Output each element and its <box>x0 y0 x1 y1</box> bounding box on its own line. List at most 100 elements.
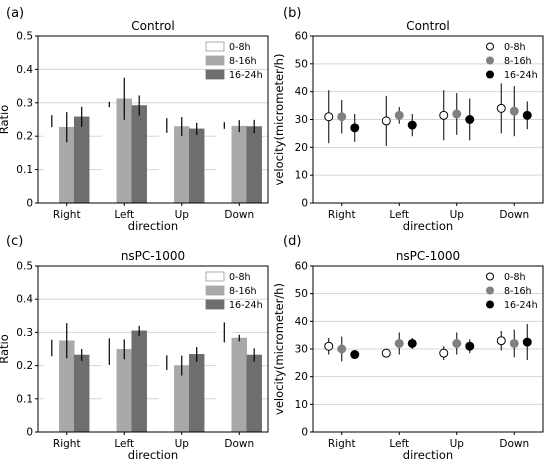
panel-label: (c) <box>6 234 23 249</box>
x-tick-label: Left <box>389 209 409 221</box>
data-point <box>522 337 532 347</box>
panel-label: (b) <box>283 6 301 21</box>
legend-marker <box>486 300 494 309</box>
y-tick-label: 0 <box>26 427 33 439</box>
data-point <box>439 348 449 358</box>
bar <box>73 116 90 204</box>
legend-label: 16-24h <box>229 70 263 81</box>
data-point <box>394 110 404 120</box>
y-tick-label: 0.5 <box>16 261 33 273</box>
data-point <box>509 106 519 116</box>
legend-marker <box>486 286 494 295</box>
data-point <box>439 110 449 120</box>
y-tick-label: 50 <box>295 288 308 300</box>
bar <box>174 126 190 204</box>
x-axis-label: direction <box>403 448 453 462</box>
chart-title: Control <box>131 19 174 33</box>
data-point <box>394 338 404 348</box>
bar <box>73 354 90 433</box>
data-point <box>452 338 462 348</box>
bar <box>246 126 262 204</box>
bar <box>188 354 205 433</box>
legend-label: 0-8h <box>229 42 251 53</box>
legend-label: 16-24h <box>504 300 538 311</box>
data-point <box>381 116 391 126</box>
legend-label: 8-16h <box>504 286 532 297</box>
bar <box>216 332 233 433</box>
x-tick-label: Down <box>499 438 529 450</box>
y-axis-label: Ratio <box>0 105 11 135</box>
bar <box>44 120 60 204</box>
x-tick-label: Left <box>114 438 134 450</box>
y-axis-label: Ratio <box>0 334 11 364</box>
y-tick-label: 0.3 <box>16 97 33 109</box>
panel-label: (d) <box>283 234 301 249</box>
panel-c: 0 0.1 0.2 0.3 0.4 0.5 Right Left Up Down 0-8h 8-16h… <box>0 234 269 462</box>
bar <box>159 362 175 433</box>
bar <box>246 354 262 433</box>
y-tick-label: 40 <box>295 86 308 98</box>
y-tick-label: 0.4 <box>16 294 33 306</box>
x-axis-label: direction <box>128 219 178 233</box>
y-tick-label: 30 <box>295 344 308 356</box>
y-tick-label: 0.2 <box>16 360 33 372</box>
plot-frame <box>37 265 269 433</box>
legend-swatch <box>205 55 225 66</box>
legend-label: 0-8h <box>504 272 526 283</box>
data-point <box>407 120 417 130</box>
x-tick-label: Right <box>53 438 81 450</box>
bar <box>231 337 247 433</box>
data-point <box>324 112 334 122</box>
x-tick-label: Down <box>224 209 254 221</box>
bar <box>101 104 118 204</box>
chart-title: nsPC-1000 <box>396 249 460 263</box>
x-tick-label: Left <box>114 209 134 221</box>
y-tick-label: 0 <box>301 427 308 439</box>
x-tick-label: Up <box>175 209 190 221</box>
data-point <box>350 123 360 133</box>
plot-frame <box>312 265 544 433</box>
bar <box>44 347 60 433</box>
legend-marker <box>486 56 494 65</box>
y-tick-label: 20 <box>295 142 308 154</box>
y-tick-label: 0.4 <box>16 64 33 76</box>
y-tick-label: 60 <box>295 31 308 43</box>
bar <box>216 125 233 204</box>
y-tick-label: 0.5 <box>16 31 33 43</box>
chart-title: Control <box>406 19 449 33</box>
data-point <box>496 336 506 346</box>
y-tick-label: 0.1 <box>16 164 33 176</box>
data-point <box>509 338 519 348</box>
legend-label: 16-24h <box>504 70 538 81</box>
data-point <box>522 110 532 120</box>
y-tick-label: 40 <box>295 316 308 328</box>
legend-marker <box>486 42 494 51</box>
bar <box>159 125 175 204</box>
legend-swatch <box>205 271 225 282</box>
bar <box>131 105 147 204</box>
legend-label: 8-16h <box>504 56 532 67</box>
data-point <box>452 109 462 119</box>
bar <box>188 128 205 204</box>
y-tick-label: 0.3 <box>16 327 33 339</box>
chart-title: nsPC-1000 <box>121 249 185 263</box>
y-tick-label: 10 <box>295 399 308 411</box>
legend-swatch <box>205 299 225 310</box>
plot-frame <box>37 35 269 204</box>
y-tick-label: 60 <box>295 261 308 273</box>
y-tick-label: 0.1 <box>16 393 33 405</box>
data-point <box>465 115 475 124</box>
x-tick-label: Up <box>175 438 190 450</box>
x-tick-label: Down <box>499 209 529 221</box>
legend-label: 0-8h <box>229 272 251 283</box>
x-tick-label: Right <box>328 438 356 450</box>
legend-marker <box>486 70 494 79</box>
bar <box>231 125 247 204</box>
plot-frame <box>312 35 544 204</box>
legend-label: 8-16h <box>229 56 257 67</box>
x-tick-label: Down <box>224 438 254 450</box>
legend-label: 0-8h <box>504 42 526 53</box>
data-point <box>350 350 360 360</box>
x-tick-label: Right <box>53 209 81 221</box>
